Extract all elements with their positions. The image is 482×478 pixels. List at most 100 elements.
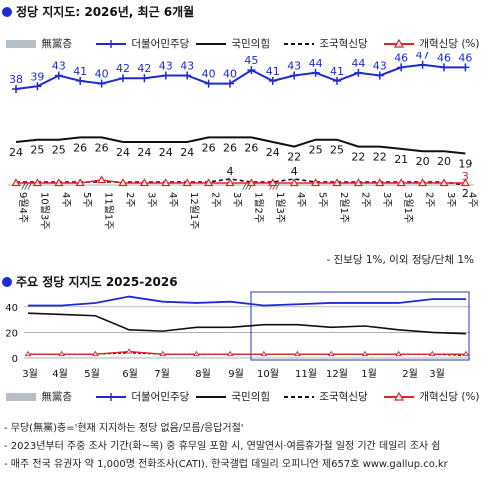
dem-point [311,68,320,77]
x-tick-label: 1월3주 [274,192,286,223]
reform-point [204,178,214,187]
reform-point [289,178,299,187]
dem-point [440,63,448,72]
reform-point [418,178,428,187]
x-tick-label: 6월 [122,368,138,380]
x-tick-label: 9월4주 [17,192,29,223]
x-tick-label: 2주 [359,192,370,208]
axis-break-left: /// [21,182,32,192]
legend-item-rebuild: 조국혁신당 [284,389,368,404]
rebuild-data-label: 4 [291,165,298,178]
reform-line [16,179,466,184]
reform-point [226,350,234,357]
ppp-data-label: 19 [458,158,472,171]
ppp-data-label: 26 [73,141,87,154]
reform-point [460,178,470,187]
dem-data-label: 46 [437,52,451,64]
x-tick-label: 4주 [295,192,306,208]
dem-data-label: 40 [95,68,109,81]
reform-point [159,350,167,357]
x-tick-label: 3주 [231,192,242,208]
x-tick-label: 2주 [424,192,435,208]
chart1-note: - 진보당 1%, 이외 정당/단체 1% [326,254,474,266]
dem-data-label: 45 [244,54,258,67]
legend-swatch-reform [384,38,414,48]
reform-point [161,178,171,187]
section1-title: 정당 지지도: 2026년, 최근 6개월 [2,3,194,20]
x-tick-label: 3주 [381,192,392,208]
reform-point [193,350,200,357]
dem-data-label: 42 [137,62,151,75]
dem-data-label: 39 [30,70,44,83]
legend-item-ppp: 국민의힘 [196,36,270,51]
legend-item-dem: 더불어민주당 [96,36,189,51]
x-tick-label: 11월1주 [103,192,115,230]
legend-swatch-dem [96,40,126,48]
dem-data-label: 47 [416,52,430,62]
dem-data-label: 41 [73,65,87,78]
x-tick-label: 5주 [317,192,328,208]
dem-data-label: 43 [373,60,387,73]
dem-point [54,71,63,80]
legend-swatch-rebuild [284,43,314,45]
x-tick-label: 3월 [429,368,445,380]
legend-swatch-dem [96,393,126,401]
x-tick-label: 4월 [52,368,68,380]
ppp-data-label: 20 [437,155,451,168]
legend-swatch-ppp [196,43,226,45]
ppp-data-label: 24 [116,146,130,159]
dem-line [28,295,466,307]
dem-point [375,71,384,80]
reform-point [97,175,107,184]
x-tick-label: 2주 [210,192,221,208]
ppp-data-label: 25 [30,144,44,157]
ppp-data-label: 20 [416,155,430,168]
ppp-data-label: 26 [223,141,237,154]
y-tick-label: 20 [5,328,18,339]
reform-point [439,178,449,187]
x-tick-label: 12월1주 [188,192,200,230]
legend-item-ppp: 국민의힘 [196,389,270,404]
bullet-icon [2,277,12,287]
rebuild-line [16,178,466,186]
dem-data-label: 44 [351,57,365,70]
dem-point [333,76,341,85]
x-tick-label: 10월3주 [38,192,50,230]
legend-item-reform: 개혁신당 (%) [384,389,480,404]
ppp-line [27,312,467,335]
axis-break-mid: /// [242,182,253,192]
reform-point [327,350,335,357]
dem-data-label: 43 [52,60,66,73]
x-tick-label: 4주 [60,192,71,208]
legend-swatch-none [6,40,36,48]
x-tick-label: 8월 [195,368,211,380]
ppp-data-label: 26 [244,141,258,154]
footnote-3: - 매주 전국 유권자 약 1,000명 전화조사(CATI). 한국갤럽 데일… [4,459,448,470]
reform-point [311,178,321,187]
reform-point [428,350,436,357]
legend-item-dem: 더불어민주당 [96,389,189,404]
dem-data-label: 38 [9,73,23,86]
x-tick-label: 7월 [154,368,170,380]
dem-point [290,71,299,80]
rebuild-data-label: 2 [462,187,469,200]
reform-point [260,350,268,357]
legend-label-rebuild: 조국혁신당 [316,391,368,403]
x-tick-label: 2주 [124,192,135,208]
reform-data-label: 3 [462,170,469,183]
x-tick-label: 4주 [466,192,477,208]
ppp-data-label: 24 [266,146,280,159]
reform-point [294,350,301,357]
dem-point [418,60,427,69]
reform-line [28,350,466,355]
reform-point [24,350,32,357]
ppp-data-label: 24 [159,146,173,159]
reform-point [32,178,42,187]
legend-label-reform: 개혁신당 (%) [416,38,480,50]
reform-point [139,178,149,187]
x-tick-label: 2월1주 [338,192,350,223]
reform-point [11,178,21,187]
dem-point [140,74,149,83]
ppp-data-label: 26 [202,141,216,154]
x-tick-label: 9월 [228,368,244,380]
